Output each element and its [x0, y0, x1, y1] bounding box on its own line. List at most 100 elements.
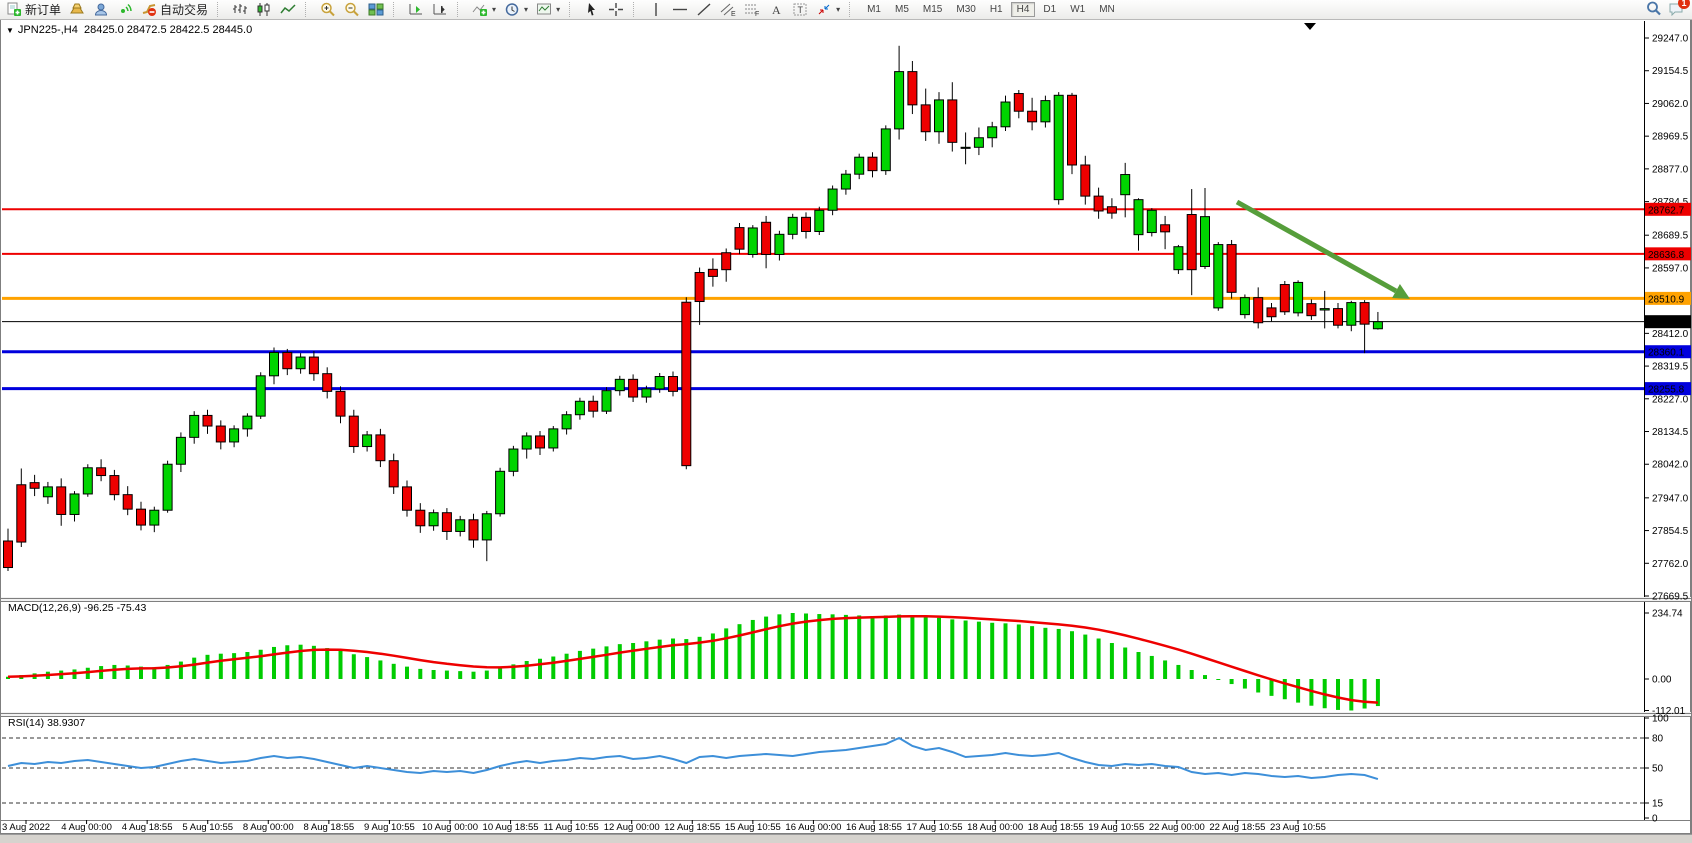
trade-group: 新订单 自动交易: [0, 0, 214, 19]
horizontal-line-button[interactable]: [668, 0, 692, 19]
macd-histogram-bar: [112, 664, 117, 679]
candle-body: [894, 71, 905, 130]
price-tag-label: 28510.9: [1648, 294, 1685, 305]
search-icon[interactable]: [1646, 1, 1662, 19]
time-tick-label: 17 Aug 10:55: [907, 822, 963, 833]
zoom-in-button[interactable]: [316, 0, 340, 19]
zoom-out-button[interactable]: [340, 0, 364, 19]
timeframe-h1[interactable]: H1: [989, 4, 1003, 15]
macd-histogram-bar: [1203, 675, 1207, 679]
vline-icon: [648, 2, 664, 17]
toolbar-separator: [393, 2, 399, 17]
timeframe-w1[interactable]: W1: [1070, 4, 1086, 15]
candle-body: [814, 209, 825, 232]
candle-body: [628, 378, 639, 398]
candle-body: [16, 484, 27, 543]
fibo-icon: F: [744, 2, 760, 17]
autotrading-button-label: 自动交易: [160, 3, 209, 17]
time-tick-label: 23 Aug 10:55: [1270, 822, 1326, 833]
trend-arrow-line[interactable]: [1235, 199, 1398, 294]
price-tick-label: 29154.5: [1652, 66, 1689, 77]
candle-body: [973, 137, 984, 148]
shift-icon: [432, 2, 448, 17]
doc-plus-icon: [6, 2, 22, 17]
candle-body: [375, 434, 386, 462]
one-click-expander-icon[interactable]: ▼: [6, 26, 14, 35]
macd-histogram-bar: [178, 661, 183, 679]
candle-body: [707, 268, 718, 277]
pane-separator[interactable]: [1, 597, 1691, 602]
community-icon-button[interactable]: [89, 0, 113, 19]
new-order-button[interactable]: 新订单: [2, 0, 65, 20]
candle-body: [282, 351, 293, 370]
signals-icon-button[interactable]: [113, 0, 137, 19]
price-tick-label: 28597.0: [1652, 263, 1689, 274]
zoom-out-icon: [344, 2, 360, 17]
tile-windows-button[interactable]: [364, 0, 388, 19]
tiles-icon: [368, 2, 384, 17]
candle-body: [1067, 94, 1077, 166]
timeframe-m5[interactable]: M5: [895, 4, 909, 15]
timeframe-mn[interactable]: MN: [1099, 4, 1115, 15]
macd-histogram-bar: [99, 666, 104, 679]
timeframe-d1[interactable]: D1: [1043, 4, 1057, 15]
quote-open: 28425.0: [83, 24, 124, 36]
periods-button[interactable]: ▾: [500, 0, 532, 19]
vertical-line-button[interactable]: [644, 0, 668, 19]
macd-histogram-bar: [1083, 634, 1088, 679]
crosshair-icon: [608, 2, 624, 17]
macd-histogram-bar: [950, 619, 955, 679]
macd-histogram-bar: [1096, 638, 1101, 679]
macd-histogram-bar: [617, 644, 622, 679]
price-tag-label: 28445.0: [1648, 318, 1685, 329]
macd-histogram-bar: [365, 657, 370, 679]
macd-histogram-bar: [1043, 627, 1048, 679]
autotrade-icon: [141, 2, 157, 17]
bar-chart-button[interactable]: [228, 0, 252, 19]
quote-low: 28422.5: [169, 24, 210, 36]
dropdown-caret-icon[interactable]: ▾: [492, 5, 497, 14]
macd-histogram-bar: [125, 665, 130, 679]
dropdown-caret-icon[interactable]: ▾: [556, 5, 561, 14]
price-tag-label: 28762.7: [1648, 205, 1685, 216]
price-tag-label: 28636.8: [1648, 250, 1685, 261]
rsi-axis-label: 0: [1652, 814, 1658, 825]
chart-plot-area[interactable]: [2, 21, 1644, 598]
dropdown-caret-icon[interactable]: ▾: [524, 5, 529, 14]
timeframe-m30[interactable]: M30: [956, 4, 976, 15]
timeframe-h4[interactable]: H4: [1010, 2, 1036, 17]
timeframe-m1[interactable]: M1: [867, 4, 881, 15]
text-button[interactable]: A: [764, 0, 788, 19]
cursor-button[interactable]: [580, 0, 604, 19]
price-tick-label: 27854.5: [1652, 526, 1689, 537]
rsi-axis-label: 50: [1652, 764, 1664, 775]
chart-shift-button[interactable]: [428, 0, 452, 19]
time-tick-label: 9 Aug 10:55: [364, 822, 415, 833]
price-tag: [1645, 202, 1691, 216]
candle-body: [668, 376, 678, 392]
macd-histogram-bar: [923, 616, 928, 679]
timeframe-m15[interactable]: M15: [922, 4, 943, 15]
macd-histogram-bar: [1375, 679, 1380, 707]
macd-histogram-bar: [804, 613, 808, 679]
equidistant-channel-button[interactable]: E: [716, 0, 740, 19]
indicators-button[interactable]: ▾: [468, 0, 500, 19]
deposit-icon-button[interactable]: [65, 0, 89, 19]
arrows-button[interactable]: ▾: [812, 0, 844, 19]
fibonacci-button[interactable]: F: [740, 0, 764, 19]
dropdown-caret-icon[interactable]: ▾: [836, 5, 841, 14]
candle-body: [122, 494, 133, 510]
autotrading-button[interactable]: 自动交易: [137, 0, 212, 20]
candlestick-chart-button[interactable]: [252, 0, 276, 19]
macd-histogram-bar: [152, 667, 157, 679]
crosshair-button[interactable]: [604, 0, 628, 19]
candle-body: [295, 356, 306, 370]
line-chart-button[interactable]: [276, 0, 300, 19]
auto-scroll-button[interactable]: [404, 0, 428, 19]
trendline-button[interactable]: [692, 0, 716, 19]
macd-histogram-bar: [604, 646, 609, 679]
text-label-button[interactable]: T: [788, 0, 812, 19]
pane-separator[interactable]: [1, 712, 1691, 717]
templates-button[interactable]: ▾: [532, 0, 564, 19]
chat-icon[interactable]: 1: [1668, 0, 1690, 19]
